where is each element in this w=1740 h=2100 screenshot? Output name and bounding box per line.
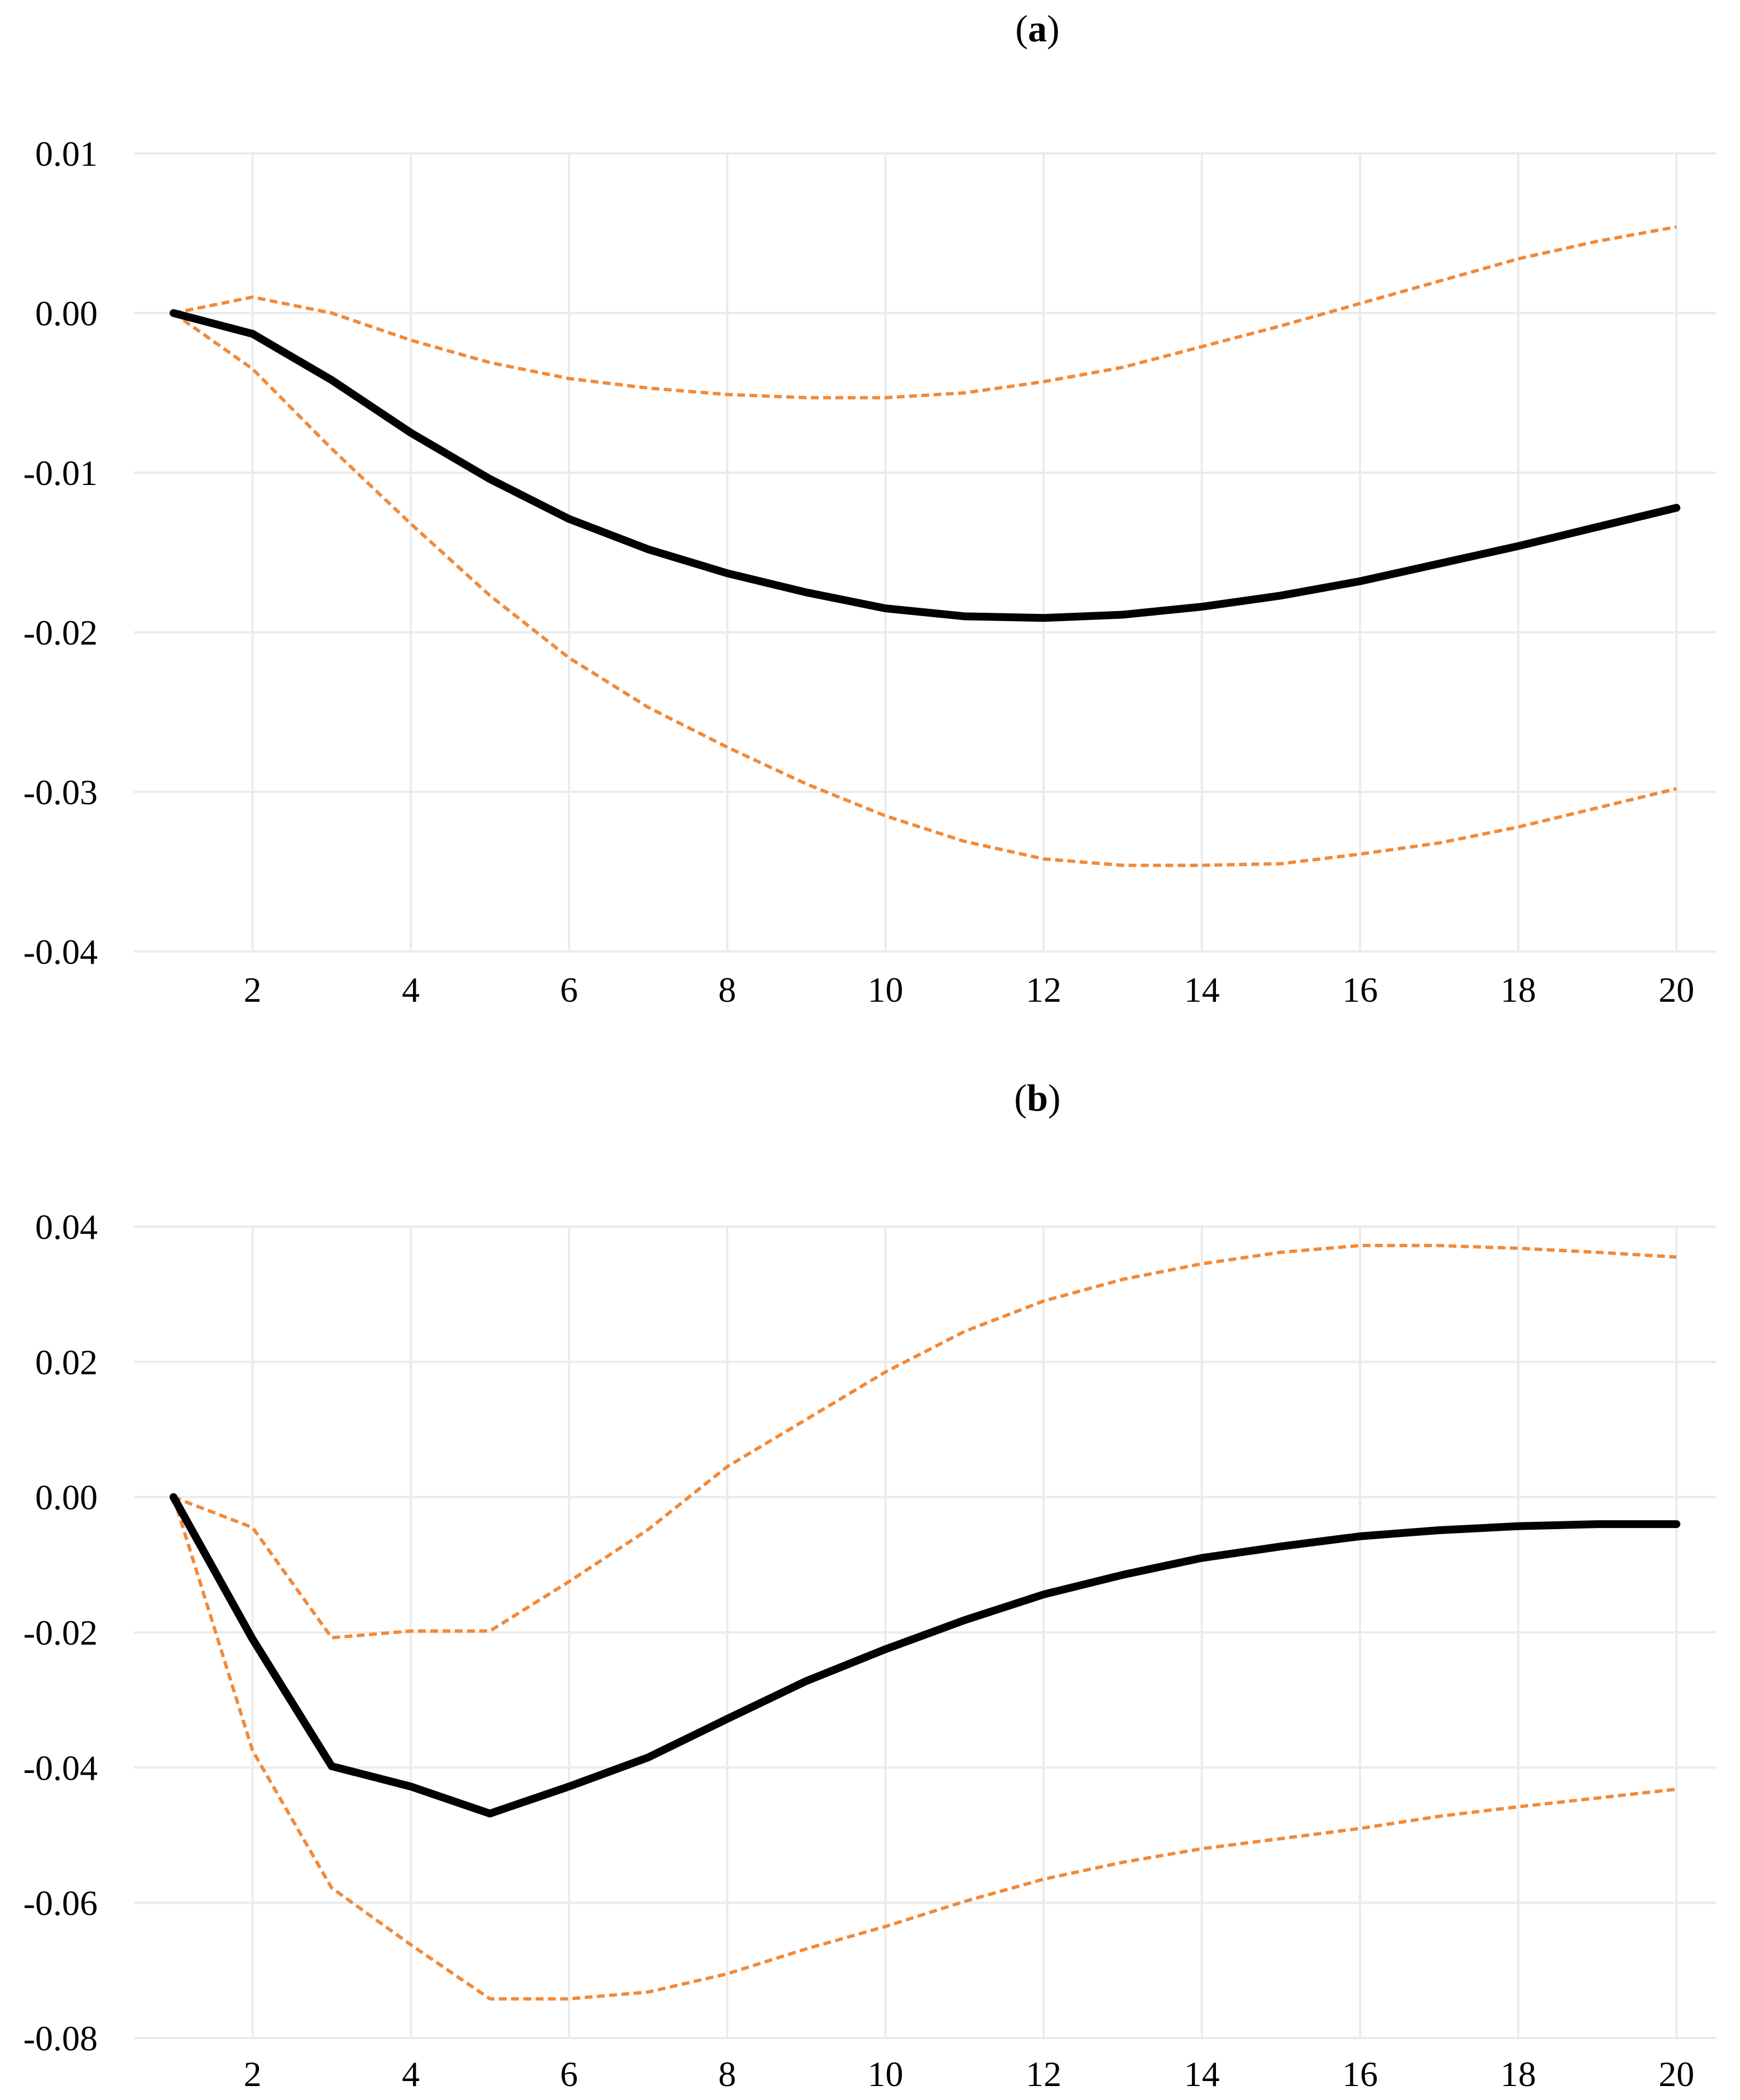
panel-a-y-tick-label: -0.04 <box>23 932 98 972</box>
panel-a-axis-labels: 2 4 6 8 10 12 14 16 18 20 0.01 0.00 -0.01 -0.02 -0.03 -… <box>23 134 1694 1010</box>
panel-b-series-upper-bound <box>172 1243 1677 1640</box>
panel-a-y-tick-label: 0.00 <box>35 294 98 333</box>
panel-a-x-tick-label: 16 <box>1342 970 1378 1010</box>
panel-b-axis-labels: 2 4 6 8 10 12 14 16 18 20 0.04 0.02 0.00 -0.02 -0.04 -0… <box>23 1207 1694 2094</box>
panel-b-plot: 2 4 6 8 10 12 14 16 18 20 0.04 0.02 0.00 -0.02 -0.04 -0… <box>23 1207 1716 2094</box>
panel-a-label: (a) <box>1015 7 1060 50</box>
panel-a-x-tick-label: 10 <box>868 970 903 1010</box>
panel-a-x-tick-label: 18 <box>1501 970 1536 1010</box>
panel-a-series-lower-bound <box>172 311 1677 867</box>
panel-b-x-tick-label: 8 <box>718 2054 736 2094</box>
panel-b-y-tick-label: -0.02 <box>23 1613 98 1652</box>
panel-b-series-lower-bound <box>172 1496 1677 2001</box>
panel-a-x-tick-label: 2 <box>244 970 262 1010</box>
panel-a-y-tick-label: -0.01 <box>23 453 98 493</box>
panel-b-series <box>169 1243 1681 2001</box>
panel-a-x-tick-label: 14 <box>1184 970 1220 1010</box>
panel-b-y-tick-label: 0.00 <box>35 1478 98 1517</box>
panel-a-plot: 2 4 6 8 10 12 14 16 18 20 0.01 0.00 -0.01 -0.02 -0.03 -… <box>23 134 1716 1010</box>
panel-a: (a) 2 4 6 8 10 12 14 16 18 20 0.01 0.00 -0.01 -0.02 -0… <box>23 7 1716 1010</box>
panel-b-series-response <box>169 1493 1681 1818</box>
panel-b-y-tick-label: 0.04 <box>35 1207 98 1247</box>
panel-b-y-tick-label: 0.02 <box>35 1342 98 1382</box>
panel-a-series <box>169 225 1681 867</box>
panel-b-x-tick-label: 12 <box>1026 2054 1061 2094</box>
panel-b: (b) 2 4 6 8 10 12 14 16 18 20 0.04 0.02 0.00 -0.02 -0.… <box>0 1060 1740 2100</box>
panel-b-label: (b) <box>1014 1077 1061 1119</box>
panel-b-x-tick-label: 6 <box>560 2054 578 2094</box>
panel-a-y-tick-label: 0.01 <box>35 134 98 174</box>
panel-a-x-tick-label: 6 <box>560 970 578 1010</box>
panel-b-x-tick-label: 20 <box>1659 2054 1694 2094</box>
panel-b-y-tick-label: -0.04 <box>23 1748 98 1787</box>
panel-b-y-tick-label: -0.08 <box>23 2019 98 2058</box>
panel-a-x-tick-label: 20 <box>1659 970 1694 1010</box>
panel-a-series-upper-bound <box>173 225 1677 400</box>
panel-b-x-tick-label: 16 <box>1342 2054 1378 2094</box>
panel-a-y-tick-label: -0.02 <box>23 613 98 652</box>
panel-b-x-tick-label: 18 <box>1501 2054 1536 2094</box>
panel-a-grid <box>134 152 1716 953</box>
panel-a-x-tick-label: 12 <box>1026 970 1061 1010</box>
panel-b-x-tick-label: 2 <box>244 2054 262 2094</box>
panel-b-grid <box>134 1226 1716 2039</box>
panel-b-letter: b <box>1027 1077 1048 1119</box>
panel-a-series-response <box>169 309 1681 622</box>
panel-a-x-tick-label: 4 <box>402 970 420 1010</box>
panel-b-x-tick-label: 10 <box>868 2054 903 2094</box>
panel-a-x-tick-label: 8 <box>718 970 736 1010</box>
panel-b-x-tick-label: 4 <box>402 2054 420 2094</box>
panel-a-y-tick-label: -0.03 <box>23 772 98 812</box>
panel-a-letter: a <box>1028 7 1047 50</box>
panel-b-x-tick-label: 14 <box>1184 2054 1220 2094</box>
panel-b-y-tick-label: -0.06 <box>23 1883 98 1923</box>
